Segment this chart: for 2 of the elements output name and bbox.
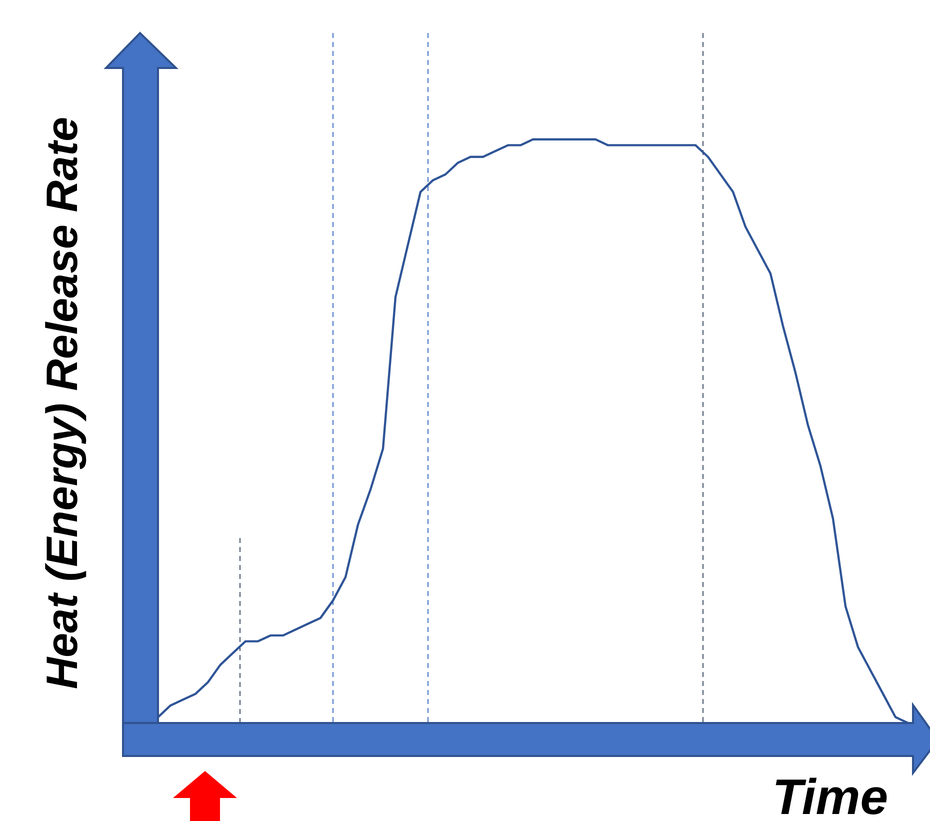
y-axis-title: Heat (Energy) Release Rate (38, 116, 88, 690)
x-axis-title: Time (772, 768, 888, 821)
